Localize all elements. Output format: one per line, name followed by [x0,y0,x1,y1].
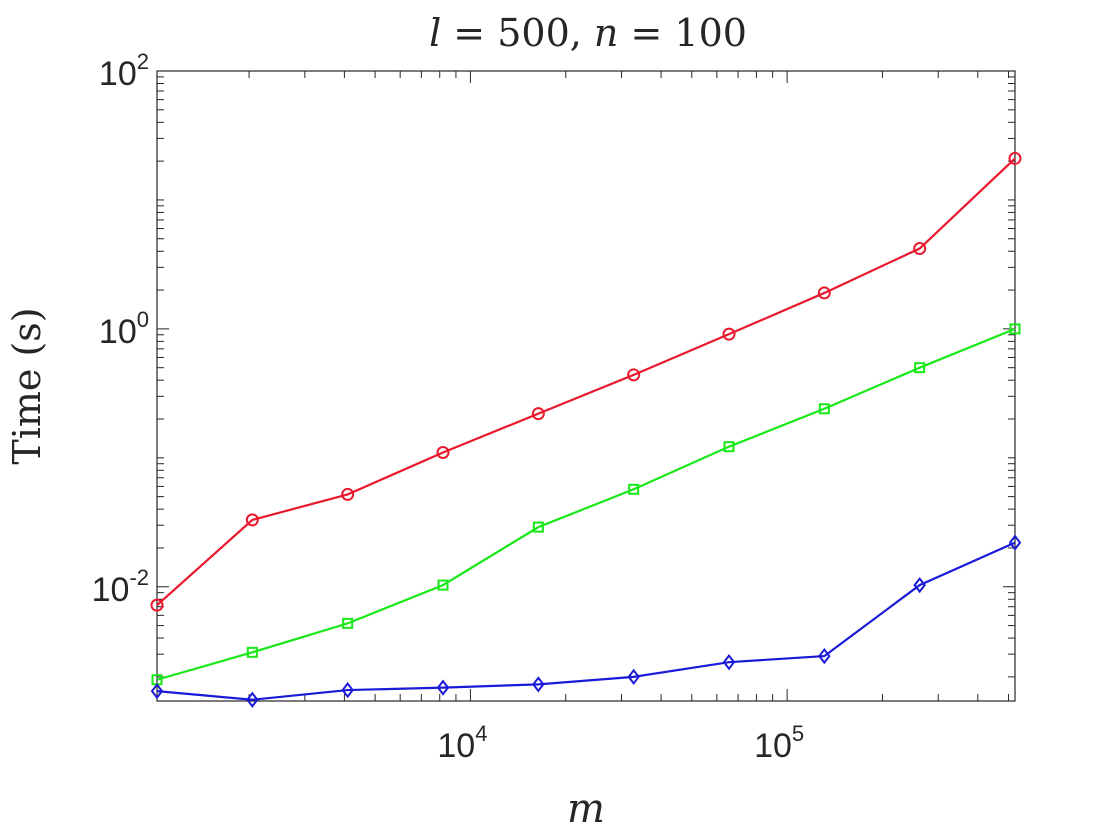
title-part: l [429,11,441,55]
series-circle [150,151,1022,612]
data-point [722,327,736,341]
data-point [913,242,927,256]
data-point [532,521,544,533]
y-tick-exp: -2 [129,565,149,590]
data-point [246,691,259,708]
y-axis-label: Time (s) [5,307,49,464]
y-tick-exp: 2 [137,49,149,74]
y-tick-label: 100 [99,307,149,351]
series-line [156,327,1016,681]
y-tick-exp: 0 [137,307,149,332]
data-point [1008,534,1022,551]
series-line [156,541,1016,701]
data-point [437,579,449,591]
x-tick-base: 10 [754,727,792,765]
data-point [531,407,545,421]
data-point [436,445,450,459]
data-point [817,286,831,300]
title-part: = 100 [618,11,747,55]
data-point [532,676,545,693]
data-point [342,617,354,629]
data-point [627,368,641,382]
data-point [245,513,259,527]
data-point [913,576,926,594]
chart-title: l = 500, n = 100 [429,11,747,55]
data-point [818,403,830,415]
x-tick-label: 105 [754,721,804,765]
data-point [246,646,258,658]
plot-area [156,70,1016,702]
data-point [1009,323,1021,335]
series-layer [150,151,1022,708]
data-point [723,441,735,453]
y-tick-base: 10 [92,571,130,609]
x-tick-exp: 5 [792,721,804,746]
x-axis-label: m [567,786,605,832]
x-tick-base: 10 [437,727,475,765]
data-point [628,483,640,495]
data-point [914,362,926,374]
data-point [627,668,640,686]
y-tick-label: 10-2 [92,565,149,609]
title-part: n [594,11,618,55]
data-point [818,647,831,665]
data-point [436,679,450,696]
y-tick-base: 10 [99,313,137,351]
data-point [150,598,164,612]
plot-frame [156,70,1016,702]
y-tick-label: 102 [99,49,149,93]
data-point [150,683,164,700]
x-axis: 104 105 [248,71,1009,765]
x-tick-label: 104 [437,721,487,765]
title-part: = 500, [441,11,594,55]
data-point [341,487,355,501]
y-tick-base: 10 [99,55,137,93]
series-square [151,323,1021,686]
series-diamond [150,534,1022,708]
data-point [341,681,354,699]
data-point [722,654,736,671]
data-point [1008,151,1022,165]
x-tick-exp: 4 [475,721,487,746]
series-line [156,157,1016,606]
